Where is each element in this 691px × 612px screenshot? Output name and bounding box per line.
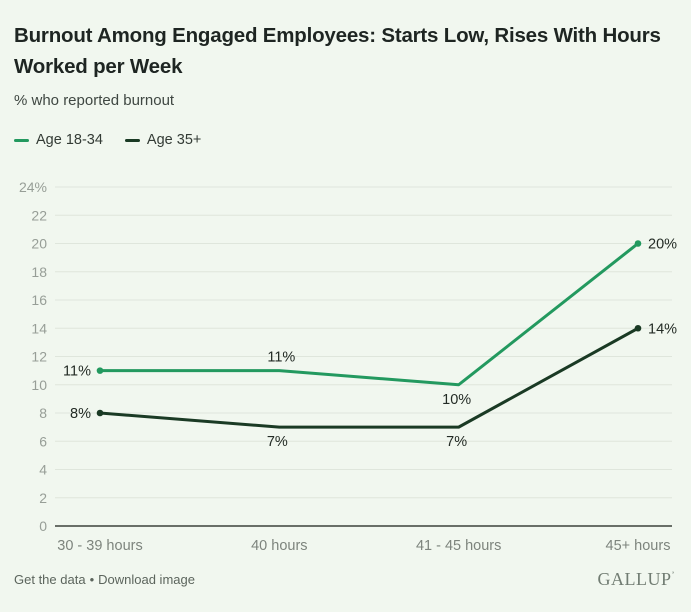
footer-links: Get the data • Download image (14, 572, 195, 587)
x-axis-label: 30 - 39 hours (57, 538, 142, 554)
y-tick-label: 22 (31, 207, 47, 223)
y-tick-label: 20 (31, 236, 47, 252)
get-the-data-link[interactable]: Get the data (14, 571, 86, 587)
y-tick-label: 18 (31, 264, 47, 280)
chart-subtitle: % who reported burnout (14, 92, 175, 109)
y-tick-label: 14 (31, 320, 47, 336)
line-chart: 24% 22 20 18 16 14 12 10 8 6 4 2 0 30 - 39 hours 40 ho… (0, 170, 691, 565)
data-point-dot (634, 240, 642, 247)
data-point-dot (96, 367, 104, 374)
data-point-label: 20% (648, 237, 677, 253)
y-tick-label: 2 (39, 490, 47, 506)
download-image-link[interactable]: Download image (98, 571, 195, 587)
line-swatch-icon (124, 138, 140, 142)
x-axis-label: 45+ hours (606, 538, 671, 554)
footer: Get the data • Download image GALLUP’ (0, 563, 691, 595)
y-tick-label: 10 (31, 377, 47, 393)
y-tick-label: 4 (39, 462, 47, 478)
line-swatch-icon (14, 138, 29, 142)
legend-item-age-18-34: Age 18-34 (14, 132, 103, 148)
y-tick-label: 8 (39, 405, 47, 421)
footer-separator: • (89, 571, 95, 587)
y-tick-label: 6 (39, 433, 47, 449)
x-axis-label: 40 hours (251, 538, 307, 554)
y-tick-label: 16 (31, 292, 47, 308)
legend-item-age-35-plus: Age 35+ (124, 132, 202, 148)
data-point-label: 7% (446, 434, 467, 450)
page-title-line-1: Burnout Among Engaged Employees: Starts … (14, 24, 661, 47)
x-axis-label: 41 - 45 hours (416, 538, 501, 554)
gallup-logo: GALLUP’ (598, 569, 676, 590)
data-point-dot (96, 409, 104, 417)
gallup-logo-mark: ’ (671, 569, 675, 580)
series-line-age-18-34 (98, 242, 640, 387)
data-point-label: 7% (267, 434, 288, 450)
y-tick-label: 0 (39, 518, 47, 534)
legend: Age 18-34 Age 35+ (14, 132, 201, 148)
data-point-label: 11% (267, 350, 295, 366)
series-line-age-35-plus (98, 326, 640, 429)
data-point-label: 14% (648, 321, 677, 337)
data-point-label: 10% (442, 392, 471, 408)
y-tick-label: 24% (19, 179, 47, 195)
data-point-label: 11% (63, 364, 91, 380)
y-tick-label: 12 (31, 349, 47, 365)
legend-label-age-35-plus: Age 35+ (146, 132, 202, 148)
page-title-line-2: Worked per Week (14, 55, 183, 78)
data-point-dot (634, 324, 642, 332)
gallup-logo-text: GALLUP (597, 568, 672, 589)
data-point-label: 8% (70, 406, 91, 422)
page-title: Burnout Among Engaged Employees: Starts … (14, 20, 679, 82)
legend-label-age-18-34: Age 18-34 (36, 132, 103, 148)
